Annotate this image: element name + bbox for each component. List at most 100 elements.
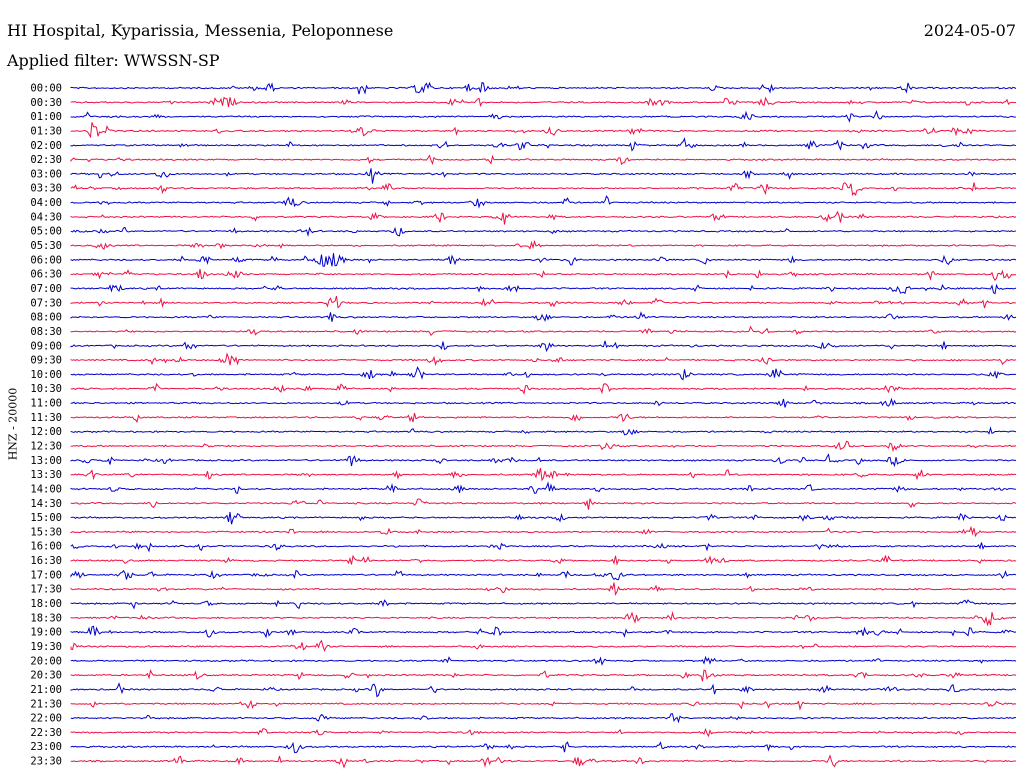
trace-0800 bbox=[70, 311, 1017, 322]
trace-0200 bbox=[70, 137, 1017, 152]
trace-2100 bbox=[70, 682, 1017, 698]
time-tick-label: 23:00 bbox=[30, 741, 62, 753]
time-tick-label: 23:30 bbox=[30, 756, 62, 768]
trace-1700 bbox=[70, 569, 1017, 581]
time-tick-label: 03:00 bbox=[30, 168, 62, 180]
time-tick-label: 15:00 bbox=[30, 512, 62, 524]
time-tick-label: 07:00 bbox=[30, 283, 62, 295]
time-tick-label: 20:30 bbox=[30, 670, 62, 682]
time-tick-label: 01:30 bbox=[30, 125, 62, 137]
time-tick-label: 20:00 bbox=[30, 655, 62, 667]
trace-0600 bbox=[70, 253, 1017, 267]
time-tick-label: 17:00 bbox=[30, 569, 62, 581]
trace-0900 bbox=[70, 340, 1017, 353]
time-tick-label: 08:30 bbox=[30, 326, 62, 338]
time-tick-label: 14:30 bbox=[30, 498, 62, 510]
trace-0430 bbox=[70, 210, 1017, 225]
time-tick-label: 13:00 bbox=[30, 455, 62, 467]
trace-0230 bbox=[70, 154, 1017, 166]
trace-1300 bbox=[70, 453, 1017, 468]
trace-1600 bbox=[70, 542, 1017, 553]
time-tick-label: 02:30 bbox=[30, 154, 62, 166]
time-tick-label: 02:00 bbox=[30, 140, 62, 152]
time-tick-label: 17:30 bbox=[30, 584, 62, 596]
time-tick-label: 06:30 bbox=[30, 269, 62, 281]
time-tick-label: 19:30 bbox=[30, 641, 62, 653]
time-tick-label: 12:30 bbox=[30, 441, 62, 453]
trace-0100 bbox=[70, 109, 1017, 123]
time-tick-label: 04:00 bbox=[30, 197, 62, 209]
trace-1400 bbox=[70, 481, 1017, 495]
trace-1330 bbox=[70, 467, 1017, 482]
time-tick-label: 05:00 bbox=[30, 226, 62, 238]
time-tick-label: 21:30 bbox=[30, 698, 62, 710]
trace-1800 bbox=[70, 599, 1017, 610]
trace-0630 bbox=[70, 268, 1017, 282]
time-tick-label: 09:30 bbox=[30, 355, 62, 367]
time-tick-label: 22:00 bbox=[30, 713, 62, 725]
time-tick-label: 08:00 bbox=[30, 312, 62, 324]
time-tick-label: 03:30 bbox=[30, 183, 62, 195]
time-tick-label: 21:00 bbox=[30, 684, 62, 696]
trace-2300 bbox=[70, 741, 1017, 754]
trace-1200 bbox=[70, 426, 1017, 436]
filter-label: Applied filter: WWSSN-SP bbox=[7, 51, 220, 70]
time-tick-label: 01:00 bbox=[30, 111, 62, 123]
trace-0730 bbox=[70, 295, 1017, 309]
trace-0500 bbox=[70, 226, 1017, 238]
trace-0930 bbox=[70, 352, 1017, 367]
trace-1130 bbox=[70, 412, 1017, 424]
trace-0130 bbox=[70, 122, 1017, 139]
trace-2230 bbox=[70, 727, 1017, 738]
time-tick-label: 00:30 bbox=[30, 97, 62, 109]
time-tick-label: 10:30 bbox=[30, 383, 62, 395]
trace-0700 bbox=[70, 283, 1017, 295]
time-tick-label: 18:00 bbox=[30, 598, 62, 610]
trace-1900 bbox=[70, 625, 1017, 639]
time-tick-label: 06:00 bbox=[30, 254, 62, 266]
trace-0830 bbox=[70, 325, 1017, 337]
trace-0530 bbox=[70, 239, 1017, 251]
time-tick-label: 05:30 bbox=[30, 240, 62, 252]
time-tick-label: 14:00 bbox=[30, 483, 62, 495]
time-tick-label: 19:00 bbox=[30, 627, 62, 639]
trace-1730 bbox=[70, 582, 1017, 596]
time-tick-label: 16:00 bbox=[30, 541, 62, 553]
trace-1530 bbox=[70, 525, 1017, 538]
trace-1500 bbox=[70, 512, 1017, 525]
time-tick-label: 22:30 bbox=[30, 727, 62, 739]
trace-1430 bbox=[70, 498, 1017, 510]
time-tick-label: 16:30 bbox=[30, 555, 62, 567]
trace-1630 bbox=[70, 554, 1017, 567]
time-tick-label: 13:30 bbox=[30, 469, 62, 481]
trace-2030 bbox=[70, 669, 1017, 682]
time-tick-label: 10:00 bbox=[30, 369, 62, 381]
trace-2200 bbox=[70, 713, 1017, 724]
time-tick-label: 15:30 bbox=[30, 526, 62, 538]
trace-0330 bbox=[70, 182, 1017, 196]
trace-1030 bbox=[70, 382, 1017, 395]
trace-0000 bbox=[70, 81, 1017, 95]
station-title: HI Hospital, Kyparissia, Messenia, Pelop… bbox=[7, 21, 394, 40]
trace-1100 bbox=[70, 397, 1017, 408]
time-tick-label: 12:00 bbox=[30, 426, 62, 438]
trace-2330 bbox=[70, 754, 1017, 769]
trace-2000 bbox=[70, 655, 1017, 666]
time-tick-label: 04:30 bbox=[30, 211, 62, 223]
trace-0030 bbox=[70, 96, 1017, 108]
date-label: 2024-05-07 bbox=[923, 21, 1016, 40]
trace-1930 bbox=[70, 639, 1017, 652]
trace-1830 bbox=[70, 611, 1017, 627]
time-tick-label: 11:00 bbox=[30, 398, 62, 410]
trace-1230 bbox=[70, 440, 1017, 453]
time-tick-label: 07:30 bbox=[30, 297, 62, 309]
time-tick-label: 00:00 bbox=[30, 83, 62, 95]
time-tick-label: 09:00 bbox=[30, 340, 62, 352]
trace-0300 bbox=[70, 168, 1017, 184]
trace-0400 bbox=[70, 195, 1017, 209]
trace-1000 bbox=[70, 366, 1017, 381]
time-tick-label: 11:30 bbox=[30, 412, 62, 424]
trace-2130 bbox=[70, 699, 1017, 711]
time-tick-label: 18:30 bbox=[30, 612, 62, 624]
